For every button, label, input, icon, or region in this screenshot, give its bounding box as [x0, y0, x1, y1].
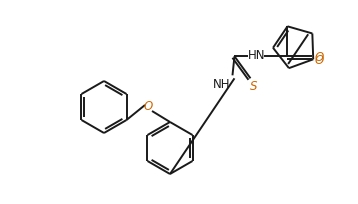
Text: O: O: [315, 51, 324, 64]
Text: NH: NH: [213, 78, 230, 91]
Text: S: S: [250, 80, 257, 93]
Text: O: O: [143, 101, 153, 113]
Text: O: O: [315, 54, 324, 67]
Text: HN: HN: [248, 49, 265, 62]
